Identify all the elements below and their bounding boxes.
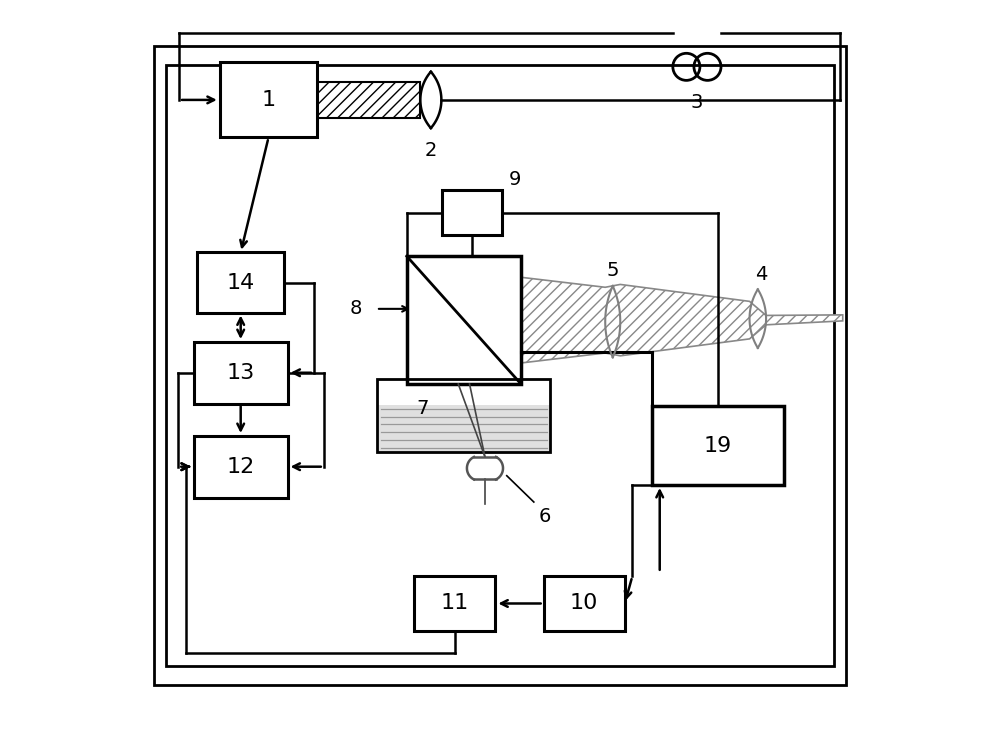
Text: 6: 6 xyxy=(539,508,551,526)
Text: 12: 12 xyxy=(227,456,255,477)
Text: 1: 1 xyxy=(261,90,276,110)
Bar xyxy=(317,82,420,118)
Bar xyxy=(194,342,288,404)
Bar xyxy=(407,256,521,384)
Text: 14: 14 xyxy=(227,273,255,293)
Text: 19: 19 xyxy=(704,436,732,456)
Bar xyxy=(652,406,784,485)
Text: 9: 9 xyxy=(508,169,521,188)
Bar xyxy=(154,46,846,684)
Bar xyxy=(220,62,317,138)
Bar xyxy=(194,436,288,498)
Text: 3: 3 xyxy=(691,93,703,112)
Bar xyxy=(166,65,834,666)
Text: 5: 5 xyxy=(606,261,619,280)
Text: 8: 8 xyxy=(350,300,362,319)
Bar xyxy=(377,379,550,453)
Bar xyxy=(442,190,502,235)
Text: 7: 7 xyxy=(416,398,429,418)
Text: 4: 4 xyxy=(755,265,768,284)
Bar xyxy=(414,577,495,630)
Bar xyxy=(377,404,550,453)
Bar xyxy=(197,252,284,312)
Bar xyxy=(544,577,625,630)
Text: 11: 11 xyxy=(441,593,469,614)
Text: 2: 2 xyxy=(425,141,437,160)
Text: 10: 10 xyxy=(570,593,598,614)
Polygon shape xyxy=(521,277,843,363)
Text: 13: 13 xyxy=(227,363,255,383)
